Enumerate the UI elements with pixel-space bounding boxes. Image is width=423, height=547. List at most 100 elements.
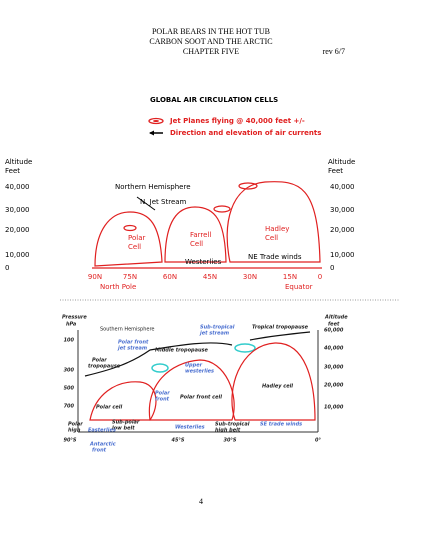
arrow-icon [149, 130, 154, 136]
label: NE Trade winds [248, 253, 302, 261]
label: front [155, 397, 170, 403]
altitude-label: 20,000 [330, 226, 355, 234]
tropopause [249, 331, 311, 341]
label: low belt [112, 426, 135, 432]
label: Cell [265, 234, 278, 242]
label: Northern Hemisphere [115, 183, 191, 191]
axis-title: hPa [66, 322, 77, 328]
legend-entry: Jet Planes flying @ 40,000 feet +/- [169, 117, 305, 125]
jet-stream [151, 363, 169, 373]
jet-stream [213, 205, 231, 213]
axis-title: Altitude [324, 315, 348, 321]
jet-stream [234, 343, 256, 353]
latitude-label: 15N [283, 273, 297, 281]
label: Westerlies [185, 258, 222, 266]
label: Middle tropopause [155, 348, 208, 354]
label: Sub-polar [112, 420, 140, 426]
label: Cell [190, 240, 203, 248]
label: Polar [155, 391, 170, 397]
label: Polar cell [96, 405, 122, 411]
label: Upper [185, 363, 203, 369]
latitude-label: 90°S [63, 438, 76, 444]
ferrell-cell-loop [148, 359, 235, 421]
label: North Pole [100, 283, 136, 291]
jet-icon [153, 120, 159, 122]
page-number: 4 [199, 497, 203, 506]
label: Equator [285, 283, 313, 291]
pointer [136, 196, 156, 211]
label: front [92, 448, 107, 454]
pressure-label: 300 [64, 368, 75, 374]
altitude-label: 20,000 [5, 226, 30, 234]
altitude-label: 40,000 [5, 183, 30, 191]
label: Easterlies [88, 428, 116, 434]
latitude-label: 45°S [171, 438, 184, 444]
label: Farrell [190, 231, 211, 239]
label: high belt [215, 428, 241, 434]
axis-title: Pressure [62, 315, 87, 321]
header-line: CHAPTER FIVE [183, 47, 239, 56]
header-line: CARBON SOOT AND THE ARCTIC [149, 37, 272, 46]
axis-title: Altitude [328, 158, 355, 166]
label: Sub-tropical [200, 325, 235, 331]
altitude-label: 10,000 [324, 405, 344, 411]
label: Hadley cell [262, 384, 293, 390]
latitude-label: 45N [203, 273, 217, 281]
label: Hadley [265, 225, 289, 233]
title: GLOBAL AIR CIRCULATION CELLS [150, 96, 278, 104]
revision: rev 6/7 [323, 47, 345, 56]
axis-title: Feet [328, 167, 343, 175]
label: Polar [92, 358, 107, 364]
pressure-label: 500 [64, 386, 75, 392]
altitude-label: 60,000 [324, 328, 344, 334]
label: Polar [68, 422, 83, 428]
figure-frame [62, 312, 354, 452]
label: N. Jet Stream [140, 198, 187, 206]
altitude-label: 0 [330, 264, 334, 272]
altitude-label: 30,000 [324, 365, 344, 371]
label: Polar front [118, 340, 149, 346]
label: westerlies [185, 369, 214, 375]
label: jet stream [117, 346, 147, 352]
jet-stream [238, 182, 258, 190]
altitude-label: 0 [5, 264, 9, 272]
label: jet stream [199, 331, 229, 337]
tropopause [84, 342, 233, 377]
southern-diagram: Pressure hPa Altitude feet 100 300 500 700 6… [62, 312, 354, 454]
altitude-label: 20,000 [324, 383, 344, 389]
altitude-label: 40,000 [330, 183, 355, 191]
axis-title: Altitude [5, 158, 32, 166]
label: high [68, 428, 81, 434]
label: Westerlies [175, 425, 205, 431]
label: Tropical tropopause [252, 325, 309, 331]
axis-title: Feet [5, 167, 20, 175]
jet-icon [148, 117, 164, 125]
label: Polar [128, 234, 145, 242]
header-line: POLAR BEARS IN THE HOT TUB [152, 27, 270, 36]
pressure-label: 100 [64, 338, 75, 344]
label: Cell [128, 243, 141, 251]
northern-diagram: Altitude Feet Altitude Feet 40,000 40,000… [5, 158, 355, 291]
latitude-label: 0 [318, 273, 322, 281]
latitude-label: 60N [163, 273, 177, 281]
label: SE trade winds [260, 422, 302, 428]
altitude-label: 10,000 [330, 251, 355, 259]
latitude-label: 90N [88, 273, 102, 281]
label: Southern Hemisphere [100, 327, 154, 333]
polar-cell-loop [94, 211, 163, 267]
label: Antarctic [89, 442, 116, 448]
altitude-label: 30,000 [5, 206, 30, 214]
hadley-cell-loop [226, 181, 321, 263]
ferrell-cell-loop [164, 206, 227, 263]
pressure-label: 700 [64, 404, 75, 410]
label: tropopause [88, 364, 121, 370]
jet-stream [123, 224, 137, 232]
latitude-label: 30°S [223, 438, 236, 444]
altitude-label: 40,000 [324, 346, 344, 352]
latitude-label: 0° [315, 438, 321, 444]
polar-cell-loop [89, 381, 157, 421]
label: Sub-tropical [215, 422, 250, 428]
axis-title: feet [328, 322, 340, 328]
